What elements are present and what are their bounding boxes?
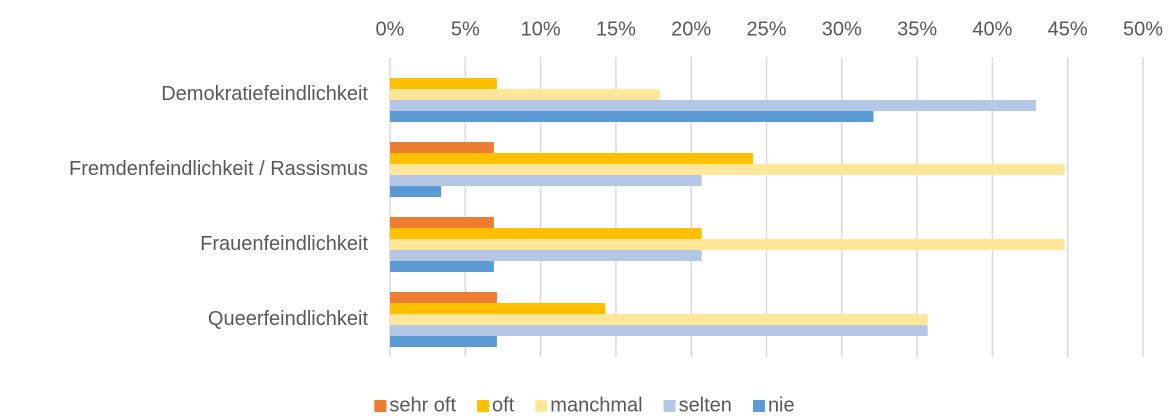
x-tick-label: 30%: [822, 18, 862, 40]
legend-label: nie: [768, 394, 795, 416]
bar: [390, 217, 494, 228]
x-tick-label: 10%: [521, 18, 561, 40]
legend-swatch: [535, 400, 548, 412]
bar: [390, 164, 1065, 175]
bar: [390, 175, 702, 186]
x-tick-label: 50%: [1123, 18, 1163, 40]
x-tick-label: 35%: [897, 18, 937, 40]
x-tick-label: 45%: [1048, 18, 1088, 40]
legend-label: sehr oft: [389, 394, 456, 416]
y-tick-label: Queerfeindlichkeit: [208, 308, 369, 330]
bar: [390, 142, 494, 153]
bar: [390, 153, 753, 164]
x-tick-label: 20%: [671, 18, 711, 40]
y-tick-label: Frauenfeindlichkeit: [200, 233, 368, 255]
bar: [390, 336, 497, 347]
y-tick-label: Fremdenfeindlichkeit / Rassismus: [69, 158, 368, 180]
bar: [390, 100, 1037, 111]
legend-label: selten: [679, 394, 732, 416]
bar: [390, 325, 928, 336]
legend-label: manchmal: [550, 394, 642, 416]
legend-swatch: [374, 400, 387, 412]
bar: [390, 250, 702, 261]
legend-swatch: [663, 400, 676, 412]
legend-swatch: [477, 400, 490, 412]
legend-label: oft: [492, 394, 515, 416]
y-tick-label: Demokratiefeindlichkeit: [161, 83, 368, 105]
x-tick-label: 40%: [972, 18, 1012, 40]
x-tick-label: 0%: [376, 18, 405, 40]
bar: [390, 111, 874, 122]
bar: [390, 261, 494, 272]
bar: [390, 239, 1065, 250]
x-tick-label: 25%: [746, 18, 786, 40]
bar: [390, 292, 497, 303]
bar: [390, 186, 442, 197]
bar: [390, 89, 660, 100]
x-tick-label: 15%: [596, 18, 636, 40]
bar: [390, 78, 497, 89]
bar: [390, 228, 702, 239]
bar: [390, 303, 606, 314]
legend-swatch: [752, 400, 765, 412]
x-tick-label: 5%: [451, 18, 480, 40]
bar: [390, 314, 928, 325]
